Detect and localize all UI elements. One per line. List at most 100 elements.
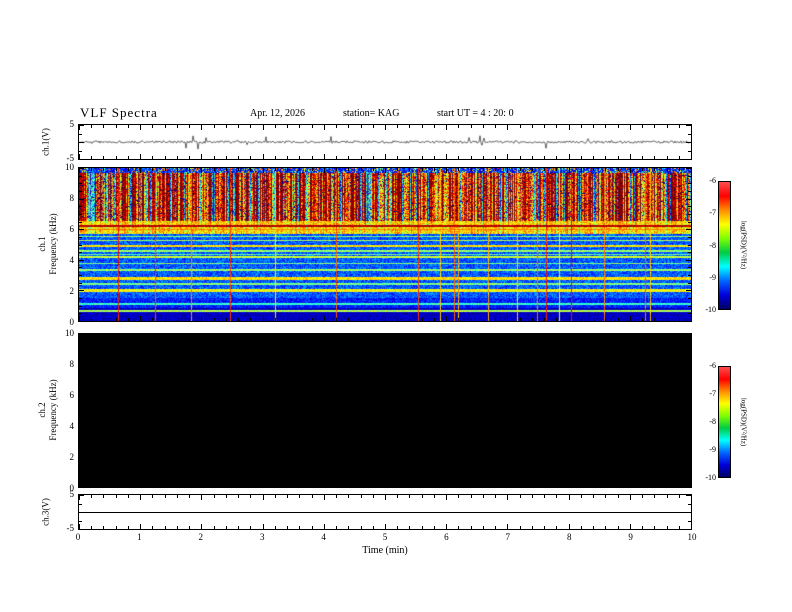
axis-tick — [312, 318, 313, 321]
axis-tick — [556, 156, 557, 159]
axis-tick — [79, 487, 84, 488]
axis-tick — [544, 168, 545, 171]
axis-tick — [177, 495, 178, 498]
axis-tick — [79, 456, 84, 457]
colorbar-tick-label-ch2: -10 — [705, 473, 716, 482]
axis-tick — [348, 484, 349, 487]
axis-tick — [79, 426, 84, 427]
axis-tick — [152, 156, 153, 159]
axis-tick — [324, 154, 325, 159]
axis-tick — [385, 168, 386, 173]
axis-tick — [128, 495, 129, 498]
axis-tick — [495, 495, 496, 498]
axis-tick — [569, 125, 570, 130]
volt-tick-label-ch1: 5 — [69, 119, 75, 129]
axis-tick — [336, 318, 337, 321]
axis-tick — [618, 526, 619, 529]
axis-tick — [152, 484, 153, 487]
axis-tick — [471, 526, 472, 529]
axis-tick — [263, 495, 264, 500]
colorbar-tick-label-ch2: -9 — [709, 445, 716, 454]
axis-tick — [373, 168, 374, 171]
axis-tick — [409, 318, 410, 321]
axis-tick — [483, 526, 484, 529]
axis-tick — [165, 484, 166, 487]
axis-tick — [618, 334, 619, 337]
colorbar-ch2-label: log(PSD)(V²/Hz) — [739, 397, 748, 447]
axis-tick — [581, 318, 582, 321]
axis-tick — [91, 168, 92, 171]
axis-tick — [397, 318, 398, 321]
axis-tick — [79, 365, 84, 366]
axis-tick — [446, 125, 447, 130]
axis-tick — [275, 125, 276, 128]
axis-tick — [667, 495, 668, 498]
axis-tick — [79, 433, 82, 434]
axis-tick — [79, 222, 82, 223]
header-date: Apr. 12, 2026 — [250, 108, 305, 119]
axis-tick — [422, 526, 423, 529]
time-tick-label: 9 — [628, 532, 633, 542]
axis-tick — [520, 526, 521, 529]
axis-tick — [287, 495, 288, 498]
axis-tick — [91, 334, 92, 337]
axis-tick — [686, 495, 691, 496]
ch3-zero-line — [79, 512, 691, 513]
axis-tick — [691, 495, 692, 500]
axis-tick — [116, 168, 117, 171]
axis-tick — [495, 125, 496, 128]
axis-tick — [630, 524, 631, 529]
axis-tick — [79, 418, 82, 419]
axis-tick — [471, 125, 472, 128]
axis-tick — [605, 495, 606, 498]
axis-tick — [642, 484, 643, 487]
axis-tick — [263, 168, 264, 173]
axis-tick — [79, 464, 82, 465]
axis-tick — [605, 334, 606, 337]
axis-tick — [348, 318, 349, 321]
time-tick-label: 2 — [198, 532, 204, 542]
axis-tick — [495, 168, 496, 171]
axis-tick — [581, 484, 582, 487]
axis-tick — [507, 524, 508, 529]
axis-tick — [165, 526, 166, 529]
axis-tick — [238, 334, 239, 337]
axis-tick — [642, 168, 643, 171]
colorbar-tick-label-ch2: -6 — [709, 361, 716, 370]
axis-tick — [593, 168, 594, 171]
axis-tick — [507, 334, 508, 339]
axis-tick — [79, 168, 84, 169]
axis-tick — [79, 403, 82, 404]
axis-tick — [556, 168, 557, 171]
axis-tick — [238, 168, 239, 171]
axis-tick — [397, 495, 398, 498]
axis-tick — [373, 156, 374, 159]
axis-tick — [348, 125, 349, 128]
axis-tick — [688, 464, 691, 465]
axis-tick — [177, 526, 178, 529]
axis-tick — [226, 318, 227, 321]
axis-tick — [434, 168, 435, 171]
axis-tick — [373, 125, 374, 128]
axis-tick — [688, 283, 691, 284]
axis-tick — [79, 388, 82, 389]
axis-tick — [434, 495, 435, 498]
axis-tick — [605, 125, 606, 128]
axis-tick — [165, 318, 166, 321]
axis-tick — [275, 156, 276, 159]
axis-tick — [275, 484, 276, 487]
axis-tick — [385, 334, 386, 339]
axis-tick — [471, 156, 472, 159]
ch1-voltage-axis-label: ch.1(V) — [40, 128, 51, 156]
axis-tick — [691, 482, 692, 487]
axis-tick — [348, 334, 349, 337]
freq-tick-label-ch2: 8 — [69, 359, 75, 369]
axis-tick — [214, 334, 215, 337]
axis-tick — [495, 484, 496, 487]
axis-tick — [434, 156, 435, 159]
axis-tick — [373, 334, 374, 337]
freq-tick-label-ch1: 10 — [65, 162, 74, 172]
axis-tick — [79, 395, 84, 396]
axis-tick — [532, 495, 533, 498]
axis-tick — [688, 275, 691, 276]
